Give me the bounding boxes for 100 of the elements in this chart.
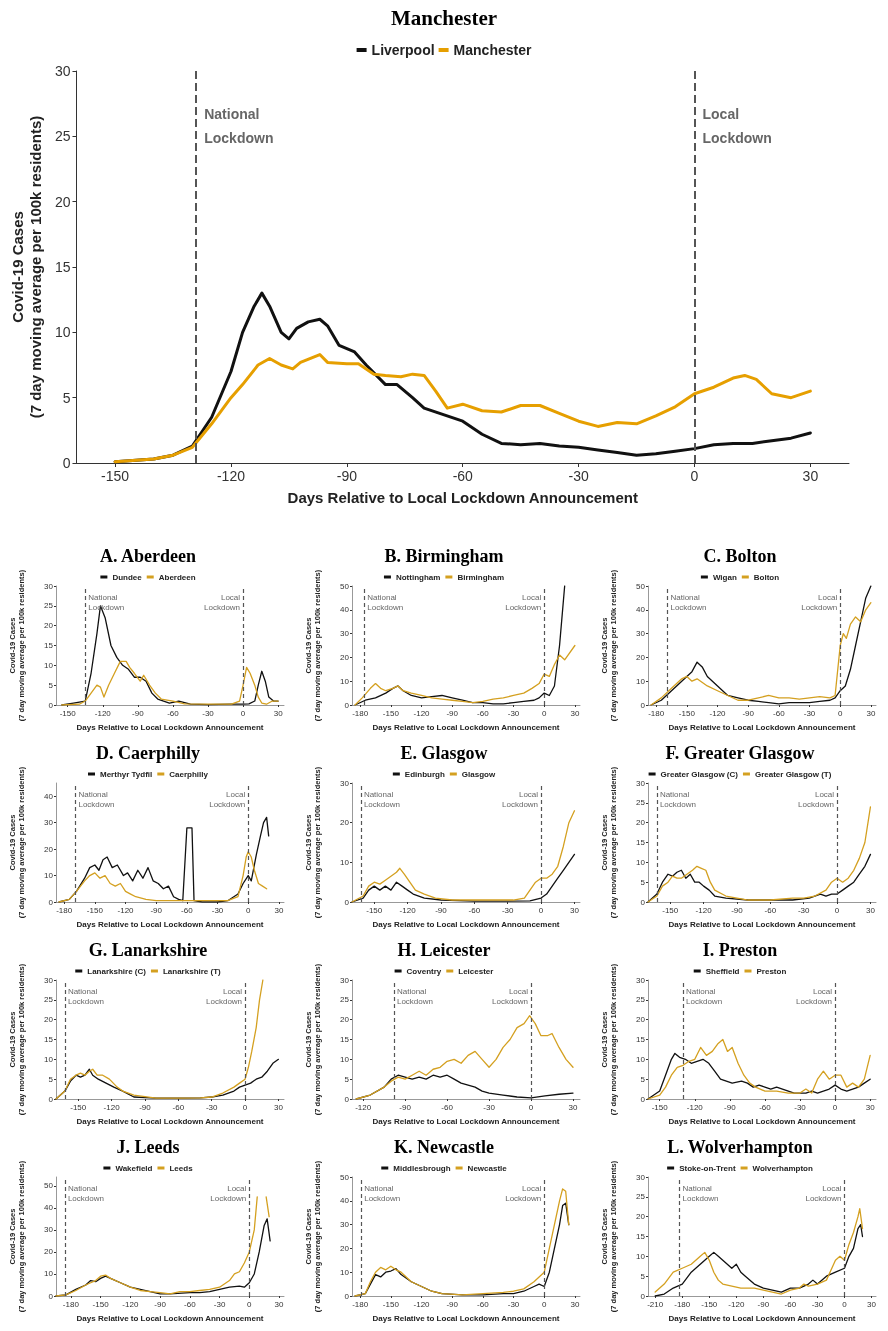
chart-title: A. Aberdeen [100,546,196,566]
y-tick-label: 30 [636,778,646,788]
y-tick-label: 0 [48,897,54,907]
y-tick-label: 20 [340,818,350,828]
x-tick-label: -90 [757,1299,770,1309]
x-tick-label: 30 [273,708,284,718]
x-tick-label: -60 [477,1299,490,1309]
legend-label: Preston [756,966,787,976]
x-tick-label: -120 [695,905,713,915]
y-tick-label: 20 [54,193,71,210]
x-tick-label: -150 [92,1299,110,1309]
y-tick-label: 0 [48,1291,54,1301]
y-tick-label: 20 [44,621,54,631]
y-tick-label: 25 [54,128,71,145]
line-series [647,1038,871,1100]
ref-line-label: Local Lockdown [702,105,772,146]
x-tick-label: 0 [245,905,251,915]
x-tick-label: -30 [213,1299,226,1309]
ref-line-label: Local Lockdown [206,987,243,1007]
x-tick-label: -150 [382,1299,400,1309]
ref-line-label: Local Lockdown [210,1184,247,1204]
x-tick-label: 30 [570,1299,580,1309]
legend-label: Manchester [453,42,532,58]
ref-line-label: Local Lockdown [502,790,539,810]
y-tick-label: 15 [636,1232,646,1241]
x-tick-label: 0 [842,1299,848,1309]
x-axis-title: Days Relative to Local Lockdown Announcement [372,919,560,929]
x-tick-label: 0 [247,1299,253,1309]
x-tick-label: -120 [122,1299,139,1309]
y-tick-label: 30 [340,975,350,985]
y-tick-label: 0 [48,1094,54,1104]
x-tick-label: -60 [773,708,786,718]
line-series [351,810,576,903]
x-tick-label: -30 [797,905,811,915]
y-tick-label: 25 [340,995,350,1005]
y-tick-label: 5 [640,1271,646,1281]
y-tick-label: 40 [44,1203,54,1213]
y-tick-label: 0 [344,1094,350,1104]
y-tick-label: 20 [636,1212,646,1222]
x-tick-label: -60 [184,1299,197,1309]
y-tick-label: 0 [344,897,350,907]
x-tick-label: -180 [352,708,369,718]
y-tick-label: 30 [340,1220,350,1230]
x-tick-label: 30 [866,708,876,718]
y-tick-label: 50 [636,581,646,591]
legend-label: Dundee [112,572,143,582]
line-series [654,1223,864,1297]
chart-title: H. Leicester [397,940,491,960]
legend-label: Stoke-on-Trent [679,1163,736,1173]
ref-line-label: Local Lockdown [209,790,246,810]
legend-label: Sheffield [705,966,740,976]
x-tick-label: -120 [709,708,727,718]
legend-label: Greater Glasgow (C) [660,769,739,779]
x-tick-label: -60 [764,905,777,915]
x-tick-label: 0 [242,1102,248,1112]
x-axis-title: Days Relative to Local Lockdown Announcement [76,1116,264,1126]
legend-label: Coventry [406,966,442,976]
y-tick-label: 15 [54,259,71,275]
y-tick-label: 10 [54,324,71,341]
x-tick-label: 30 [568,1102,578,1112]
y-tick-label: 20 [44,1247,54,1257]
x-tick-label: -30 [507,1299,520,1309]
legend-label: Liverpool [371,42,435,58]
y-tick-label: 30 [54,63,71,79]
x-axis-title: Days Relative to Local Lockdown Announcement [668,1116,856,1126]
x-tick-label: 30 [274,905,284,915]
legend-label: Glasgow [461,769,496,779]
x-axis-title: Days Relative to Local Lockdown Announcement [372,1313,560,1323]
x-tick-label: 30 [865,1102,876,1112]
line-series [351,853,576,903]
x-tick-label: -90 [399,1102,412,1112]
ref-line-label: National Lockdown [670,593,707,613]
y-tick-label: 10 [44,660,54,670]
y-tick-label: 10 [340,1054,350,1064]
line-series [654,1208,864,1295]
x-tick-label: 30 [274,1299,285,1309]
y-tick-label: 20 [340,652,350,662]
x-tick-label: -150 [701,1299,718,1309]
x-tick-label: 30 [570,708,580,718]
y-tick-label: 30 [340,629,350,639]
legend-label: Wigan [712,572,737,582]
ref-line-label: Local Lockdown [204,593,241,613]
y-tick-label: 40 [44,791,54,801]
x-tick-label: -90 [154,1299,167,1309]
x-tick-label: 0 [541,708,547,718]
y-tick-label: 0 [48,700,54,710]
x-tick-label: -60 [167,708,180,718]
y-tick-label: 0 [640,897,646,907]
x-tick-label: -60 [181,905,194,915]
ref-line-label: Local Lockdown [801,593,838,613]
x-tick-label: -90 [731,905,744,915]
x-tick-label: 0 [690,468,699,484]
legend-label: Leeds [169,1163,194,1173]
y-tick-label: 30 [636,1172,646,1182]
line-series [113,353,812,464]
x-axis-title: Days Relative to Local Lockdown Announcement [668,1313,856,1323]
y-tick-label: 0 [62,455,71,471]
ref-line-label: Local Lockdown [798,790,835,810]
x-tick-label: -30 [483,1102,496,1112]
x-axis-title: Days Relative to Local Lockdown Announcement [76,722,264,732]
